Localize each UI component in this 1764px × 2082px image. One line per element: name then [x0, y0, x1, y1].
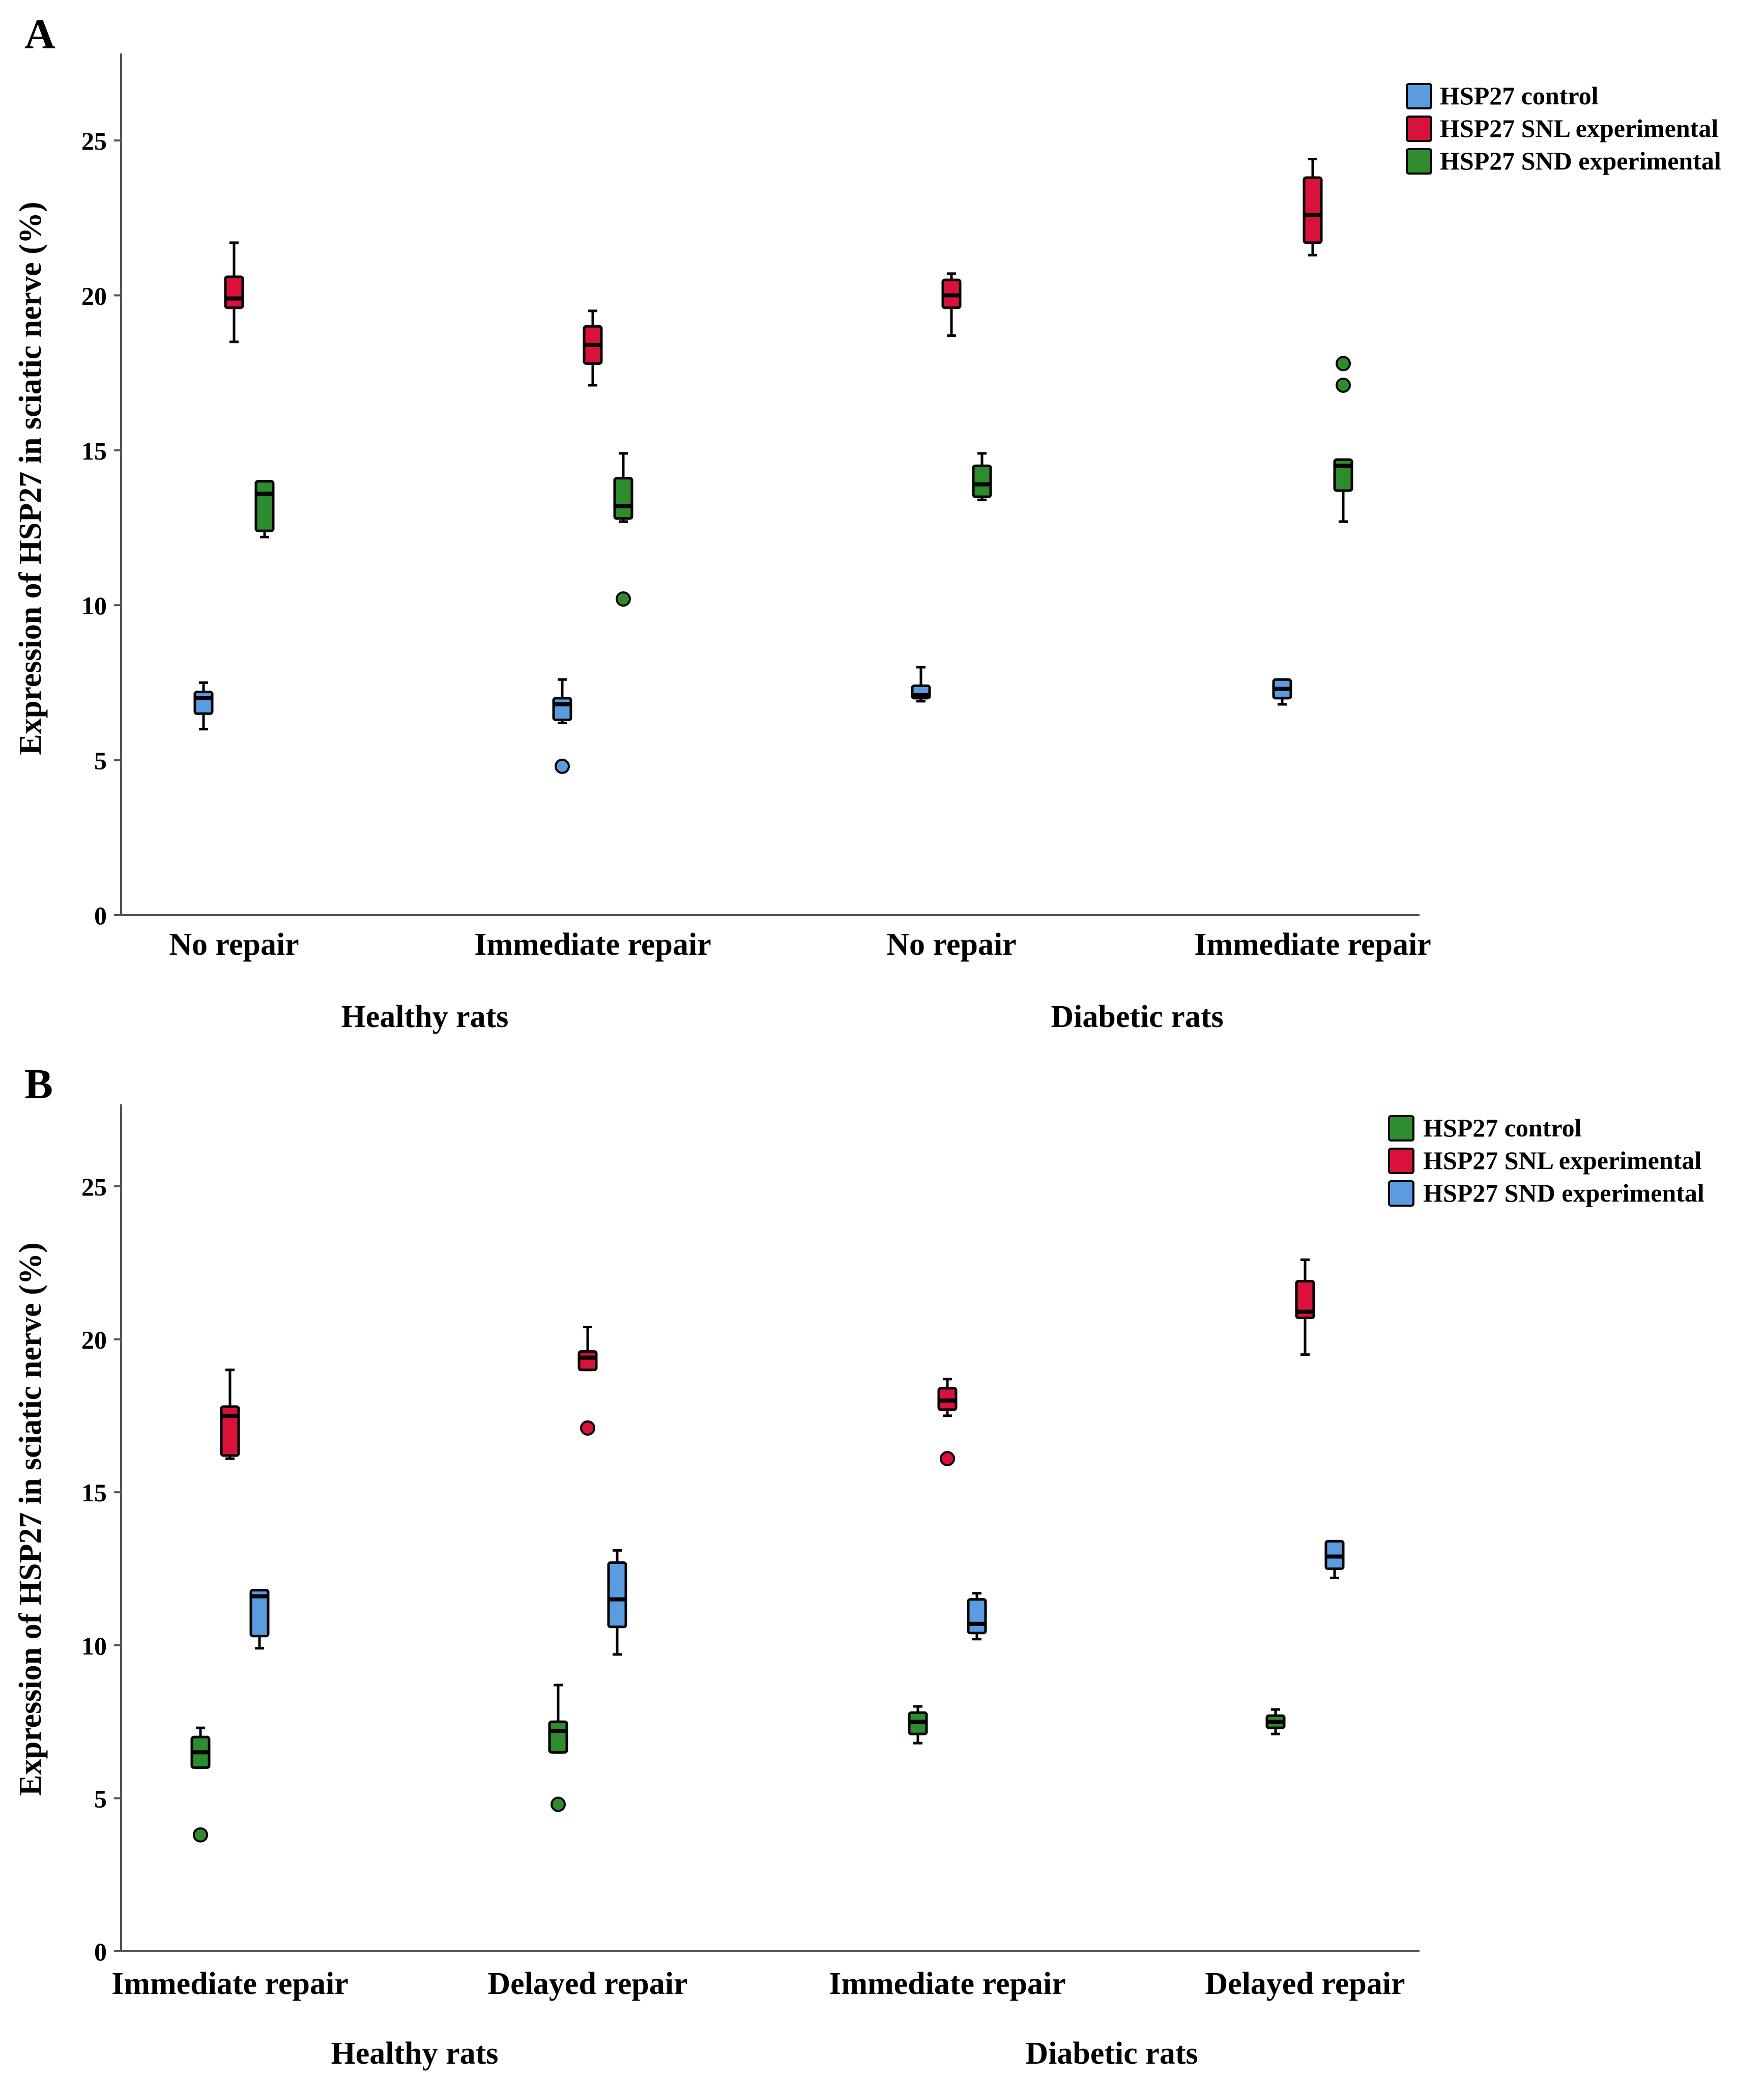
legend-entry: HSP27 SND experimental: [1440, 147, 1721, 175]
box: [1295, 1279, 1315, 1320]
y-tick-label: 0: [94, 901, 107, 930]
box-blue: [1324, 1539, 1345, 1580]
legend-swatch: [1388, 1115, 1414, 1142]
box-red: [583, 309, 603, 387]
x-category-label: No repair: [169, 927, 299, 962]
box: [967, 1598, 987, 1635]
box-blue: [911, 666, 931, 703]
outlier-point: [193, 1827, 208, 1843]
box: [249, 1589, 270, 1638]
box-green: [254, 480, 275, 538]
legend-swatch: [1406, 83, 1432, 109]
x-category-label: Delayed repair: [487, 1966, 687, 2001]
box-green: [1333, 356, 1353, 523]
y-tick-label: 25: [81, 1173, 107, 1201]
box-red: [577, 1326, 598, 1436]
box-green: [190, 1726, 211, 1843]
box-green: [613, 452, 633, 607]
group-label: Diabetic rats: [1025, 2036, 1198, 2071]
box-red: [224, 241, 244, 344]
box: [972, 464, 992, 498]
y-tick-label: 10: [81, 1632, 107, 1660]
box: [613, 477, 633, 520]
x-category-label: Immediate repair: [474, 927, 711, 962]
box-red: [220, 1368, 240, 1460]
legend-entry: HSP27 control: [1440, 81, 1599, 110]
outlier-point: [555, 758, 570, 774]
x-category-label: Immediate repair: [111, 1966, 348, 2001]
y-axis-title: Expression of HSP27 in sciatic nerve (%): [13, 1242, 48, 1795]
panel-label: B: [24, 1061, 53, 1108]
legend-entry: HSP27 SNL experimental: [1423, 1146, 1701, 1175]
box-blue: [607, 1549, 627, 1656]
x-category-label: No repair: [886, 927, 1016, 962]
box: [220, 1405, 240, 1457]
box-green: [972, 452, 992, 501]
box: [607, 1561, 627, 1629]
outlier-point: [616, 591, 631, 607]
box-blue: [967, 1592, 987, 1641]
legend-entry: HSP27 SND experimental: [1423, 1179, 1704, 1207]
x-category-label: Delayed repair: [1205, 1966, 1405, 2001]
y-tick-label: 5: [94, 747, 107, 775]
chart-panel-a: A 0 5 10 15 20 25 Expression of HSP27 in sciati…: [13, 11, 1721, 1034]
outlier-point: [580, 1420, 595, 1436]
x-category-label: Immediate repair: [829, 1966, 1065, 2001]
box-red: [1295, 1258, 1315, 1356]
box: [254, 480, 275, 532]
box-blue: [249, 1589, 270, 1650]
box-blue: [1272, 678, 1292, 706]
legend-swatch: [1406, 148, 1432, 175]
outlier-point: [551, 1796, 566, 1812]
box-green: [548, 1684, 568, 1812]
group-label: Healthy rats: [341, 1000, 509, 1034]
legend: HSP27 control HSP27 SNL experimental HSP27…: [1388, 1114, 1704, 1207]
y-axis-title: Expression of HSP27 in sciatic nerve (%): [13, 202, 48, 755]
box-red: [937, 1378, 958, 1467]
legend-swatch: [1388, 1148, 1414, 1174]
box-red: [941, 272, 962, 337]
chart-panel-b: B 0 5 10 15 20 25 Expression of HSP27 in sciati…: [13, 1061, 1704, 2071]
box-red: [1303, 158, 1323, 256]
box: [224, 275, 244, 309]
legend-entry: HSP27 control: [1423, 1114, 1582, 1142]
y-tick-label: 25: [81, 127, 107, 155]
box: [193, 691, 214, 715]
legend: HSP27 control HSP27 SNL experimental HSP27…: [1406, 81, 1721, 175]
group-label: Healthy rats: [331, 2036, 499, 2071]
box-green: [908, 1705, 928, 1745]
y-tick-label: 10: [81, 591, 107, 620]
y-tick-label: 15: [81, 437, 107, 465]
box-blue: [552, 678, 572, 774]
y-tick-label: 5: [94, 1784, 107, 1813]
box-green: [1265, 1708, 1286, 1735]
y-tick-label: 15: [81, 1478, 107, 1507]
y-tick-label: 20: [81, 281, 107, 310]
legend-swatch: [1406, 116, 1432, 142]
outlier-point: [940, 1451, 955, 1467]
legend-entry: HSP27 SNL experimental: [1440, 114, 1718, 142]
x-category-label: Immediate repair: [1194, 927, 1431, 962]
box: [548, 1720, 568, 1754]
legend-swatch: [1388, 1180, 1414, 1207]
panel-label: A: [24, 11, 55, 58]
y-tick-label: 20: [81, 1326, 107, 1354]
outlier-point: [1336, 356, 1351, 372]
y-tick-label: 0: [94, 1937, 107, 1966]
group-label: Diabetic rats: [1051, 1000, 1223, 1034]
box-blue: [193, 681, 214, 731]
box: [552, 697, 572, 721]
outlier-point: [1336, 377, 1351, 393]
box: [1303, 176, 1323, 244]
box: [577, 1350, 598, 1372]
